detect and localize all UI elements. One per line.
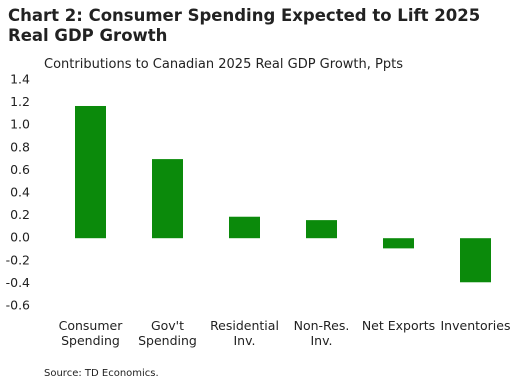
chart-title: Chart 2: Consumer Spending Expected to L… bbox=[8, 6, 481, 45]
y-tick-label: 0.4 bbox=[10, 185, 30, 200]
bar bbox=[229, 216, 260, 239]
bar bbox=[75, 105, 106, 239]
y-tick-label: 0.6 bbox=[10, 162, 30, 177]
x-tick-label: Gov't Spending bbox=[138, 318, 197, 348]
y-tick-label: 1.2 bbox=[10, 94, 30, 109]
bar bbox=[306, 220, 337, 239]
y-tick-label: 1.4 bbox=[10, 72, 30, 87]
y-tick-label: -0.6 bbox=[6, 298, 30, 313]
y-tick-label: -0.4 bbox=[6, 275, 30, 290]
y-tick-label: 0.0 bbox=[10, 230, 30, 245]
x-tick-label: Residential Inv. bbox=[210, 318, 279, 348]
bar bbox=[460, 238, 491, 283]
x-tick-label: Consumer Spending bbox=[58, 318, 123, 348]
y-tick-label: 1.0 bbox=[10, 117, 30, 132]
bar bbox=[383, 238, 414, 249]
y-tick-label: -0.2 bbox=[6, 252, 30, 267]
x-tick-label: Non-Res. Inv. bbox=[293, 318, 350, 348]
source-note: Source: TD Economics. bbox=[44, 368, 159, 379]
y-tick-label: 0.8 bbox=[10, 139, 30, 154]
x-tick-label: Net Exports bbox=[361, 318, 436, 333]
x-tick-label: Inventories bbox=[440, 318, 511, 333]
y-tick-label: 0.2 bbox=[10, 207, 30, 222]
bar bbox=[152, 159, 183, 239]
chart-subtitle: Contributions to Canadian 2025 Real GDP … bbox=[44, 57, 403, 72]
